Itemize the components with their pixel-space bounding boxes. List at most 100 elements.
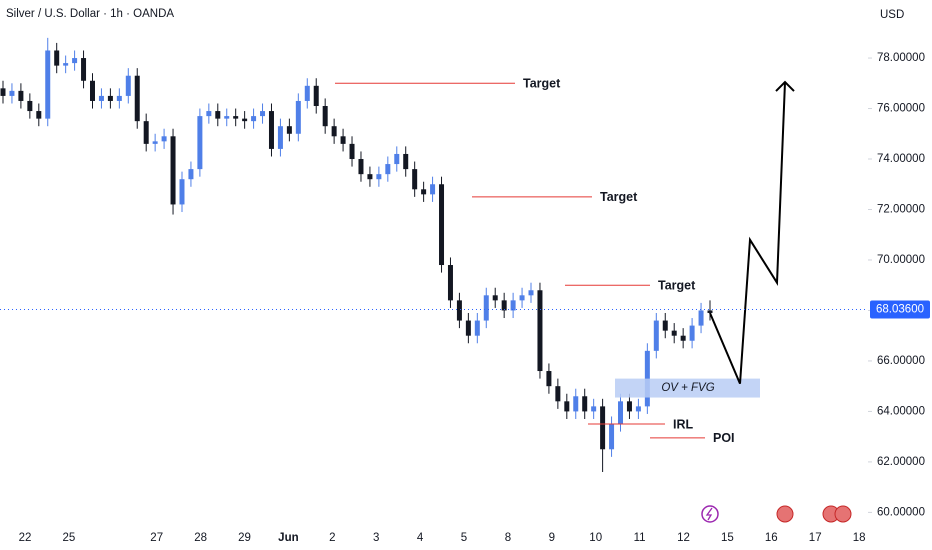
candle-body (698, 310, 704, 326)
candle-body (206, 111, 212, 117)
x-tick-label: 10 (589, 532, 602, 544)
candle-body (394, 153, 400, 165)
candle-body (501, 300, 507, 311)
event-icons (701, 505, 852, 523)
candle-body (63, 63, 69, 66)
y-tick-label: 64.00000 (877, 405, 925, 417)
candle-body (9, 90, 15, 96)
candle-body (573, 396, 579, 412)
candle-body (635, 406, 641, 412)
candle-body (510, 300, 516, 311)
candle-body (152, 141, 158, 144)
y-tick-label: 72.00000 (877, 204, 925, 216)
y-tick-label: 60.00000 (877, 506, 925, 518)
candle-body (242, 118, 248, 122)
candle-body (304, 85, 310, 101)
candle-body (89, 80, 95, 101)
candle-body (143, 121, 149, 144)
candle-body (367, 174, 373, 180)
candle-body (492, 295, 498, 301)
zone-label: OV + FVG (661, 382, 714, 394)
projection-arrowhead (775, 80, 795, 92)
level-label: Target (523, 77, 561, 91)
chart-title: Silver / U.S. Dollar · 1h · OANDA (6, 8, 174, 20)
candle-body (582, 396, 588, 412)
candle-body (251, 116, 257, 122)
candle-body (81, 58, 87, 81)
y-tick-label: 74.00000 (877, 153, 925, 165)
candle-body (421, 189, 427, 195)
candle-body (340, 136, 346, 144)
candle-body (555, 386, 561, 402)
candle-body (671, 330, 677, 336)
candle-body (412, 169, 418, 190)
candle-body (286, 126, 292, 134)
candle-body (653, 320, 659, 351)
candle-body (618, 401, 624, 425)
x-tick-label: 4 (417, 532, 424, 544)
candle-body (215, 111, 221, 119)
x-tick-label: Jun (278, 532, 298, 544)
candle-body (98, 95, 104, 101)
x-tick-label: 16 (765, 532, 778, 544)
x-tick-label: 11 (634, 532, 646, 544)
candle-body (322, 106, 328, 127)
candle-body (680, 335, 686, 341)
candle-body (662, 320, 668, 331)
candle-body (36, 111, 42, 119)
x-tick-label: 25 (63, 532, 76, 544)
event-icon (701, 505, 719, 523)
y-tick-label: 76.00000 (877, 103, 925, 115)
candle-body (18, 90, 24, 101)
level-label: IRL (673, 417, 694, 431)
candle-body (403, 153, 409, 170)
candle-body (295, 100, 301, 134)
fvg-zone (615, 378, 760, 398)
candle-body (564, 401, 570, 412)
x-tick-label: 27 (150, 532, 163, 544)
level-label: Target (600, 190, 638, 204)
candle-body (385, 164, 391, 175)
candle-body (54, 50, 60, 66)
event-icon (834, 505, 852, 523)
candle-body (349, 143, 355, 160)
y-tick-label: 70.00000 (877, 254, 925, 266)
last-price-box (870, 300, 930, 319)
x-tick-label: 15 (721, 532, 734, 544)
candle-body (430, 184, 436, 195)
candle-body (546, 371, 552, 387)
candle-body (125, 75, 131, 96)
candle-body (116, 95, 122, 101)
candle-body (439, 184, 445, 266)
candle-body (313, 85, 319, 107)
x-tick-label: 28 (194, 532, 207, 544)
candle-body (179, 179, 185, 205)
x-tick-label: 29 (238, 532, 251, 544)
y-tick-label: 62.00000 (877, 456, 925, 468)
event-icon (705, 507, 713, 521)
level-label: Target (658, 279, 696, 293)
candle-body (188, 169, 194, 180)
candle-body (134, 75, 140, 122)
y-tick-label: 66.00000 (877, 355, 925, 367)
candle-body (537, 290, 543, 372)
candle-body (170, 136, 176, 205)
x-tick-label: 22 (19, 532, 32, 544)
candle-body (161, 136, 167, 142)
last-price-label: 68.03600 (876, 304, 924, 316)
candle-body (197, 116, 203, 170)
candle-body (626, 401, 632, 412)
candle-body (277, 126, 283, 149)
candle-body (528, 290, 534, 296)
candle-body (609, 424, 615, 450)
candle-body (233, 116, 239, 119)
currency-label: USD (880, 9, 904, 21)
candle-body (260, 111, 266, 117)
candle-body (358, 159, 364, 175)
candle-body (72, 58, 78, 64)
candle-body (447, 265, 453, 301)
candle-body (519, 295, 525, 301)
x-tick-label: 12 (677, 532, 690, 544)
event-icon (776, 505, 794, 523)
